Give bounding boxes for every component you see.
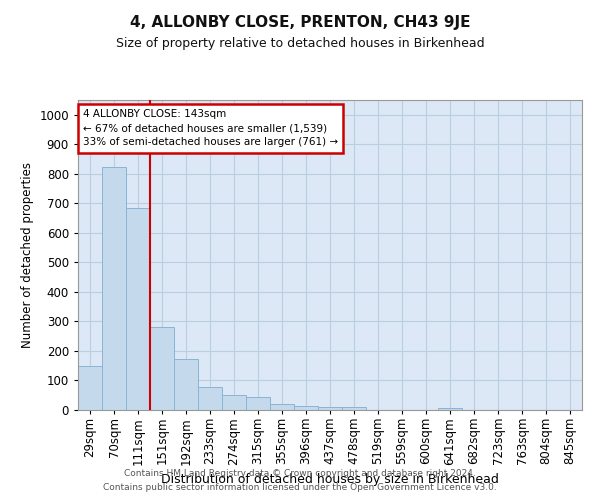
- Bar: [438, 408, 462, 410]
- Bar: [126, 208, 150, 410]
- Bar: [294, 406, 318, 410]
- Bar: [78, 366, 102, 410]
- Bar: [246, 397, 270, 410]
- Text: Contains HM Land Registry data © Crown copyright and database right 2024.: Contains HM Land Registry data © Crown c…: [124, 468, 476, 477]
- X-axis label: Distribution of detached houses by size in Birkenhead: Distribution of detached houses by size …: [161, 473, 499, 486]
- Text: Contains public sector information licensed under the Open Government Licence v3: Contains public sector information licen…: [103, 484, 497, 492]
- Bar: [198, 387, 222, 410]
- Text: Size of property relative to detached houses in Birkenhead: Size of property relative to detached ho…: [116, 38, 484, 51]
- Bar: [102, 168, 126, 410]
- Bar: [222, 394, 246, 410]
- Text: 4, ALLONBY CLOSE, PRENTON, CH43 9JE: 4, ALLONBY CLOSE, PRENTON, CH43 9JE: [130, 15, 470, 30]
- Bar: [270, 404, 294, 410]
- Bar: [342, 408, 366, 410]
- Bar: [150, 328, 174, 410]
- Bar: [318, 407, 342, 410]
- Bar: [174, 359, 198, 410]
- Y-axis label: Number of detached properties: Number of detached properties: [21, 162, 34, 348]
- Text: 4 ALLONBY CLOSE: 143sqm
← 67% of detached houses are smaller (1,539)
33% of semi: 4 ALLONBY CLOSE: 143sqm ← 67% of detache…: [83, 110, 338, 148]
